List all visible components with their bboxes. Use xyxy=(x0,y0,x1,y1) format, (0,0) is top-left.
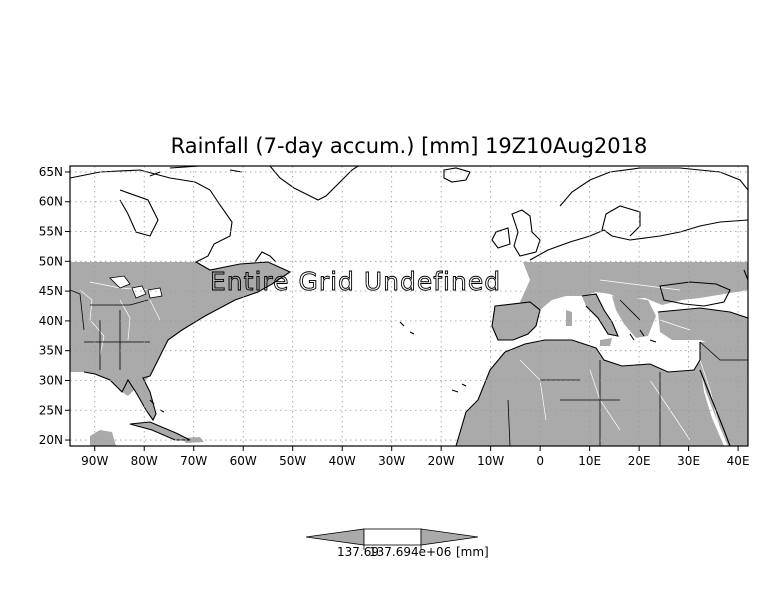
italy-coast xyxy=(581,293,619,337)
undefined-grid-label: Entire Grid Undefined xyxy=(210,267,501,296)
colorbar: 137.69 137.694e+06 [mm] xyxy=(305,528,489,559)
balkans-shaded xyxy=(612,296,656,338)
lat-tick-label: 55N xyxy=(39,225,63,239)
lat-tick-label: 50N xyxy=(39,254,63,268)
lat-tick-label: 30N xyxy=(39,373,63,387)
lat-tick-label: 25N xyxy=(39,403,63,417)
red-sea-coast xyxy=(699,369,731,446)
lon-tick-label: 0 xyxy=(536,454,544,468)
lat-tick-label: 65N xyxy=(39,165,63,179)
graticule xyxy=(70,166,748,446)
lon-tick-label: 10W xyxy=(477,454,504,468)
colorbar-left-triangle xyxy=(305,528,365,546)
lat-tick-label: 40N xyxy=(39,314,63,328)
great-lakes xyxy=(109,275,163,299)
lon-tick-label: 20W xyxy=(428,454,455,468)
lon-tick-label: 70W xyxy=(180,454,207,468)
north-america-shaded xyxy=(70,262,290,396)
cuba-shaded xyxy=(130,422,190,440)
europe-shaded xyxy=(520,262,748,310)
lat-tick-label: 45N xyxy=(39,284,63,298)
lon-tick-label: 40W xyxy=(329,454,356,468)
north-america-coast xyxy=(70,169,292,422)
anatolia-shaded xyxy=(658,308,748,346)
colorbar-min-label: 137.69 xyxy=(337,545,379,559)
europe-north-coast xyxy=(529,219,748,261)
colorbar-unit-label: [mm] xyxy=(456,545,489,559)
newfoundland-coast xyxy=(254,251,277,263)
caspian-coast xyxy=(743,269,748,281)
iberia-coast xyxy=(491,301,541,341)
scandinavia-coast xyxy=(559,167,748,237)
lat-tick-label: 60N xyxy=(39,195,63,209)
greece-islands xyxy=(629,329,657,343)
lat-tick-label: 35N xyxy=(39,344,63,358)
longitude-axis: 90W 80W 70W 60W 50W 40W 30W 20W 10W 0 10E 20E 30E 40E xyxy=(81,446,750,468)
map-area: Entire Grid Undefined xyxy=(70,166,748,446)
map-title: Rainfall (7-day accum.) [mm] 19Z10Aug201… xyxy=(171,134,648,158)
map-frame xyxy=(69,165,749,447)
colorbar-right-triangle xyxy=(420,528,479,546)
atlantic-islands xyxy=(399,321,467,393)
lon-tick-label: 50W xyxy=(279,454,306,468)
uk-coast xyxy=(511,209,541,257)
political-boundaries xyxy=(70,289,748,446)
mediterranean-south-coast xyxy=(504,339,701,373)
lon-tick-label: 10E xyxy=(578,454,601,468)
ireland-coast xyxy=(491,227,511,249)
lon-tick-label: 90W xyxy=(81,454,108,468)
hudson-bay-coast xyxy=(119,189,159,237)
italy-shaded xyxy=(582,294,618,336)
lon-tick-label: 40E xyxy=(727,454,750,468)
latitude-axis: 65N 60N 55N 50N 45N 40N 35N 30N 25N 20N xyxy=(39,165,70,447)
black-sea-coast xyxy=(659,281,731,307)
turkey-coast xyxy=(657,307,748,319)
florida-shaded xyxy=(128,378,156,420)
central-america-shaded xyxy=(90,430,116,446)
iceland-coast xyxy=(443,167,471,183)
lon-tick-label: 60W xyxy=(230,454,257,468)
middle-east-shaded xyxy=(700,340,748,446)
lat-tick-label: 20N xyxy=(39,433,63,447)
north-africa-shaded xyxy=(456,340,724,446)
lon-tick-label: 30E xyxy=(677,454,700,468)
lon-tick-label: 80W xyxy=(131,454,158,468)
colorbar-center-box xyxy=(363,528,422,546)
lon-tick-label: 30W xyxy=(378,454,405,468)
lon-tick-label: 20E xyxy=(628,454,651,468)
colorbar-max-label: 137.694e+06 xyxy=(369,545,451,559)
africa-west-coast xyxy=(455,351,506,446)
